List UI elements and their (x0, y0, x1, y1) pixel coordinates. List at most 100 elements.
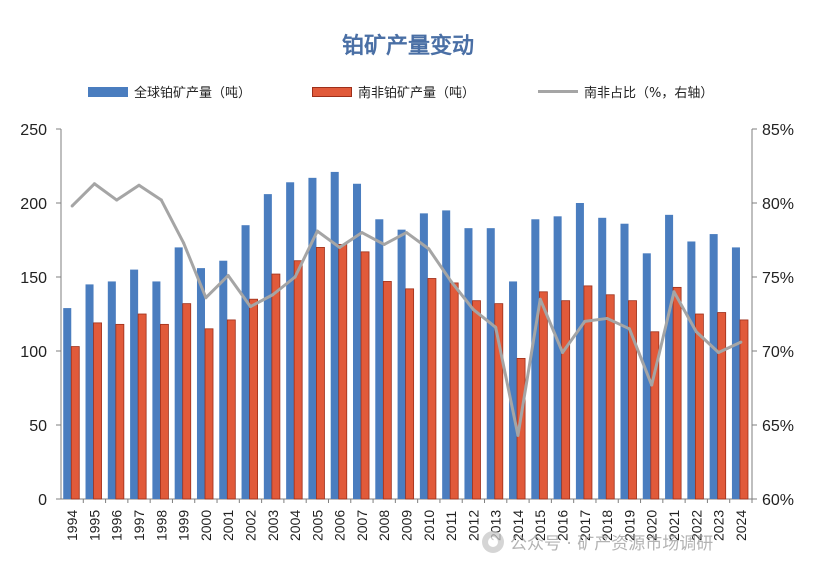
watermark: 公众号 · 矿产资源市场调研 (482, 529, 713, 554)
x-tick-label: 2000 (198, 510, 214, 541)
x-tick-label: 2008 (376, 510, 392, 541)
y-left-tick-label: 50 (29, 418, 47, 435)
x-tick-label: 1998 (153, 510, 169, 541)
bar-south-africa (137, 313, 147, 500)
x-tick-label: 2010 (421, 510, 437, 541)
bar-global (63, 308, 72, 499)
bar-south-africa (583, 285, 593, 500)
bar-south-africa (605, 294, 615, 500)
wechat-icon (482, 530, 504, 553)
legend-item-south-africa: 南非铂矿产量（吨） (312, 82, 475, 101)
y-left-tick-label: 100 (20, 344, 47, 361)
point-south-africa-share (226, 274, 230, 278)
bar-south-africa (427, 278, 437, 500)
bar-global (263, 194, 272, 499)
x-tick-label: 2002 (242, 510, 258, 541)
x-tick-label: 2018 (599, 510, 615, 541)
bar-south-africa (628, 300, 637, 500)
chart-legend: 全球铂矿产量（吨） 南非铂矿产量（吨） 南非占比（%，右轴） (0, 82, 816, 102)
point-south-africa-share (538, 297, 542, 301)
bar-south-africa (494, 303, 504, 500)
y-right-tick-label: 65% (762, 418, 794, 435)
bar-global (174, 247, 183, 499)
x-tick-label: 2005 (309, 510, 325, 541)
bar-global (509, 281, 518, 499)
bar-global (731, 247, 740, 499)
bar-south-africa (316, 246, 325, 500)
bar-global (531, 219, 540, 499)
x-tick-label: 2004 (287, 510, 303, 541)
bar-global (665, 214, 674, 499)
watermark-text: 公众号 · 矿产资源市场调研 (510, 534, 714, 554)
point-south-africa-share (137, 183, 141, 187)
bar-global (687, 241, 696, 500)
bar-global (620, 223, 629, 499)
bar-south-africa (472, 300, 481, 500)
point-south-africa-share (315, 229, 319, 233)
y-right-tick-label: 70% (762, 344, 794, 361)
bar-global (464, 228, 473, 499)
legend-label-share: 南非占比（%，右轴） (584, 86, 714, 101)
bar-south-africa (694, 313, 704, 500)
point-south-africa-share (405, 231, 408, 235)
x-tick-label: 2020 (644, 510, 660, 541)
bar-south-africa (160, 323, 169, 500)
x-tick-label: 1999 (176, 510, 192, 541)
point-south-africa-share (427, 247, 431, 251)
bar-global (553, 216, 562, 499)
x-tick-label: 2009 (399, 510, 415, 541)
point-south-africa-share (159, 198, 163, 202)
point-south-africa-share (694, 330, 698, 334)
bar-south-africa (650, 331, 660, 500)
legend-swatch-south-africa (312, 86, 352, 97)
bar-global (85, 284, 94, 499)
bar-global (196, 268, 205, 499)
x-tick-label: 2003 (265, 510, 281, 541)
x-tick-label: 2006 (332, 510, 348, 541)
x-tick-label: 2017 (577, 510, 593, 541)
bar-south-africa (204, 328, 214, 500)
bar-global (308, 177, 317, 499)
point-south-africa-share (293, 275, 297, 279)
point-south-africa-share (271, 293, 275, 297)
legend-swatch-share (538, 90, 578, 93)
x-tick-label: 1997 (131, 510, 147, 541)
bar-south-africa (338, 244, 348, 500)
x-tick-label: 2019 (621, 510, 637, 541)
y-left-tick-label: 150 (20, 270, 47, 287)
x-tick-label: 2021 (666, 510, 682, 541)
x-tick-label: 2011 (443, 511, 459, 541)
point-south-africa-share (92, 182, 96, 186)
bar-south-africa (226, 319, 236, 500)
x-tick-label: 2007 (354, 510, 370, 541)
point-south-africa-share (583, 319, 587, 323)
bar-global (598, 217, 607, 500)
y-right-tick-label: 75% (762, 270, 794, 287)
point-south-africa-share (650, 383, 654, 387)
bar-south-africa (182, 303, 192, 500)
bar-global (219, 260, 228, 499)
y-left-tick-label: 200 (20, 196, 47, 213)
point-south-africa-share (204, 296, 208, 300)
point-south-africa-share (382, 242, 386, 246)
point-south-africa-share (360, 231, 364, 235)
y-left-tick-label: 250 (20, 122, 47, 139)
bar-global (709, 234, 718, 499)
point-south-africa-share (182, 241, 186, 245)
y-right-tick-label: 80% (762, 196, 794, 213)
x-tick-label: 1994 (64, 510, 80, 541)
bar-south-africa (115, 323, 125, 500)
x-tick-label: 2015 (532, 510, 548, 541)
point-south-africa-share (471, 308, 475, 312)
bar-global (330, 171, 339, 500)
bar-global (241, 225, 250, 499)
bar-south-africa (405, 288, 415, 500)
bar-south-africa (561, 300, 571, 500)
bar-global (286, 182, 295, 499)
bar-south-africa (739, 319, 749, 500)
bar-south-africa (382, 281, 392, 500)
x-tick-label: 2001 (220, 510, 236, 541)
point-south-africa-share (561, 350, 565, 354)
point-south-africa-share (449, 279, 453, 283)
bar-global (152, 281, 161, 499)
